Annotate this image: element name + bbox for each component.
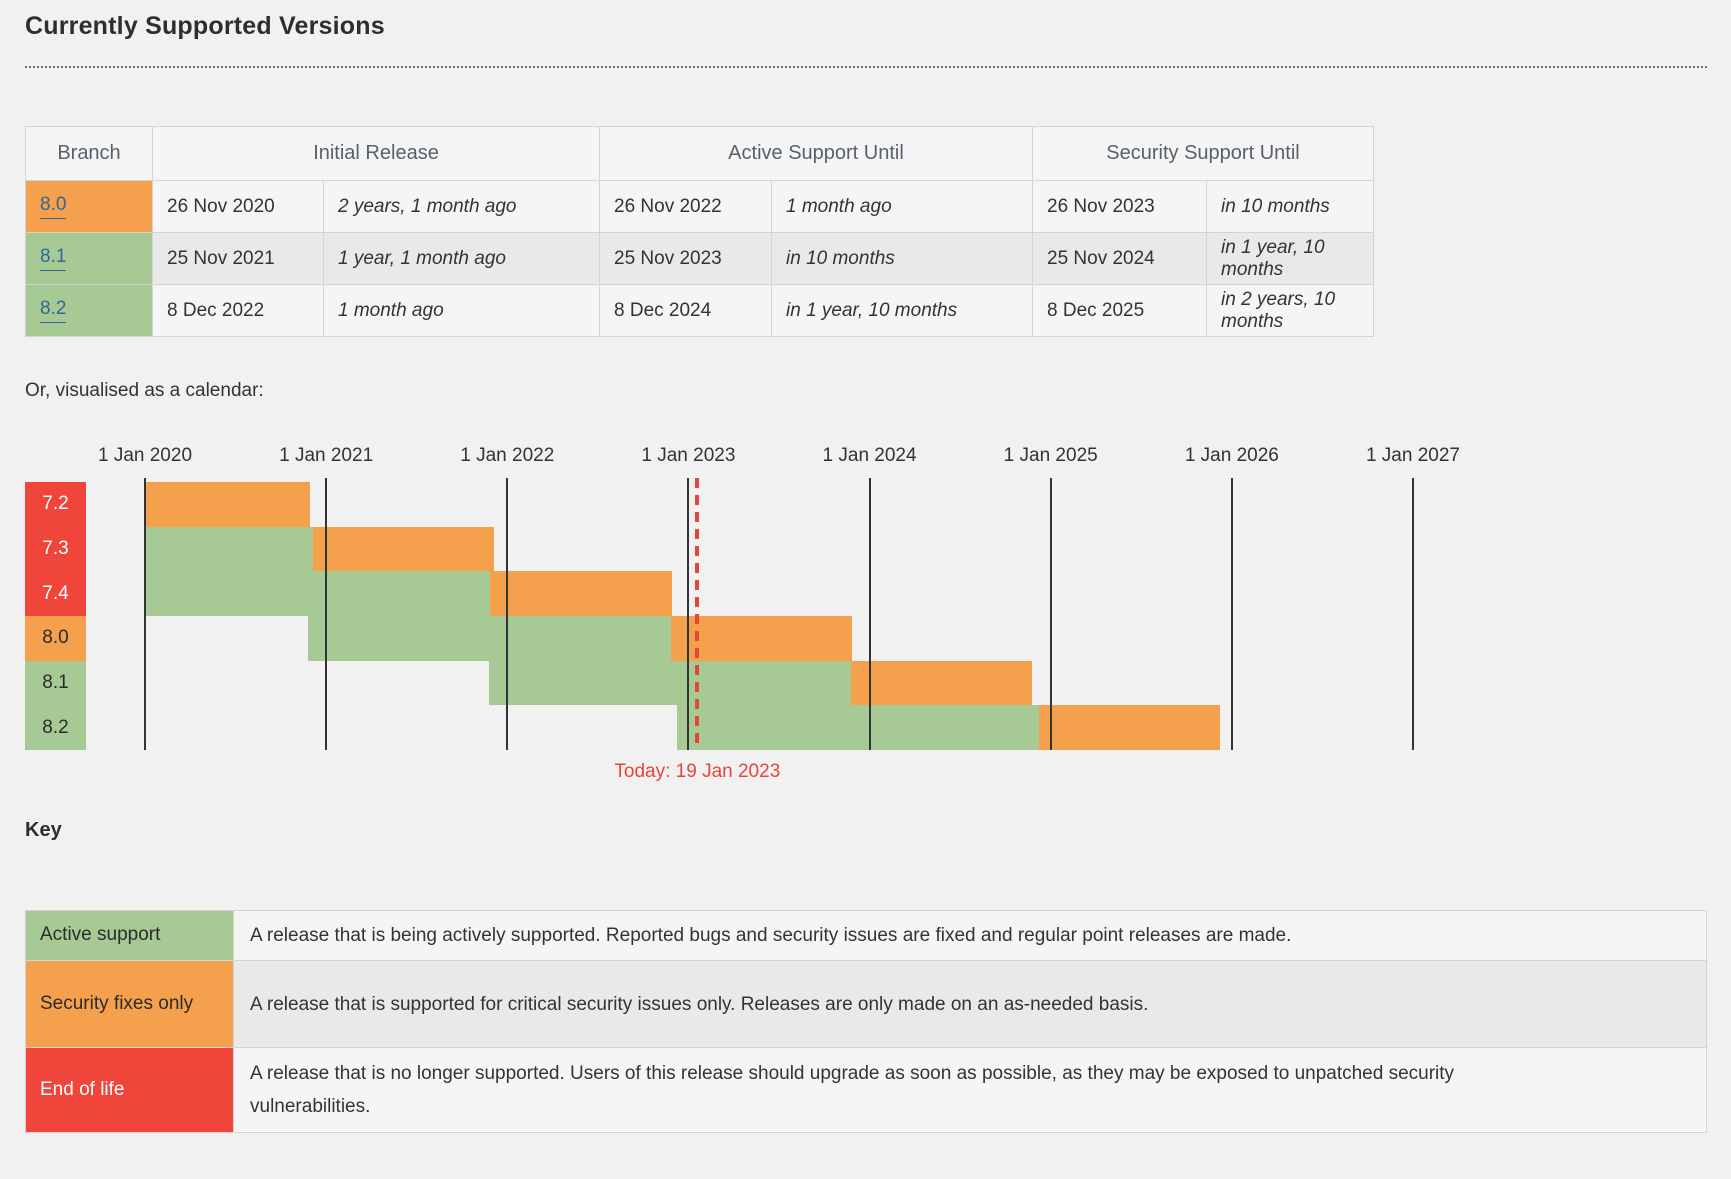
chart-branch-label-7.2: 7.2 <box>25 482 86 527</box>
support-bar-active-8.0 <box>308 616 671 661</box>
initial-rel-cell: 1 month ago <box>323 284 600 337</box>
chart-branch-label-8.2: 8.2 <box>25 705 86 750</box>
key-legend-table: Active support A release that is being ac… <box>25 909 1707 1134</box>
security-date-cell: 26 Nov 2023 <box>1032 180 1207 233</box>
key-heading: Key <box>25 819 62 841</box>
active-date-cell: 8 Dec 2024 <box>599 284 772 337</box>
support-bar-security-7.2 <box>145 482 311 527</box>
support-bar-active-7.3 <box>145 526 314 572</box>
chart-branch-label-7.3: 7.3 <box>25 526 86 572</box>
support-bar-active-7.4 <box>145 571 491 616</box>
key-description-active: A release that is being actively support… <box>233 909 1707 962</box>
security-rel-cell: in 1 year, 10 months <box>1206 232 1374 285</box>
year-gridline-2024 <box>868 478 871 750</box>
today-label: Today: 19 Jan 2023 <box>614 761 781 782</box>
support-bar-active-8.2 <box>676 705 1039 750</box>
dotted-divider <box>25 66 1707 68</box>
branch-link-8.1[interactable]: 8.1 <box>40 246 67 271</box>
axis-tick-label: 1 Jan 2021 <box>279 445 374 466</box>
initial-date-cell: 25 Nov 2021 <box>152 232 324 285</box>
branch-link-8.0[interactable]: 8.0 <box>40 194 67 219</box>
axis-tick-label: 1 Jan 2025 <box>1003 445 1098 466</box>
calendar-intro-text: Or, visualised as a calendar: <box>25 380 264 401</box>
support-bar-security-8.0 <box>670 616 852 661</box>
initial-date-cell: 26 Nov 2020 <box>152 180 324 233</box>
year-gridline-2027 <box>1411 478 1414 750</box>
key-label-eol: End of life <box>25 1047 234 1134</box>
axis-tick-label: 1 Jan 2020 <box>97 445 193 466</box>
year-gridline-2026 <box>1230 478 1233 750</box>
chart-branch-label-8.1: 8.1 <box>25 660 86 706</box>
security-rel-cell: in 2 years, 10 months <box>1206 284 1374 337</box>
branch-cell-8.1: 8.1 <box>25 232 153 285</box>
version-row-8.0: 8.0 26 Nov 2020 2 years, 1 month ago 26 Nov… <box>25 180 1374 233</box>
supported-versions-table: Branch Initial Release Active Support Un… <box>25 126 1374 337</box>
table-header-row: Branch Initial Release Active Support Un… <box>25 126 1374 181</box>
col-header-active-support: Active Support Until <box>599 126 1033 181</box>
today-line <box>695 478 700 750</box>
active-date-cell: 25 Nov 2023 <box>599 232 772 285</box>
security-rel-cell: in 10 months <box>1206 180 1374 233</box>
version-row-8.2: 8.2 8 Dec 2022 1 month ago 8 Dec 2024 in 1 y… <box>25 284 1374 337</box>
year-gridline-2025 <box>1049 478 1052 750</box>
year-gridline-2022 <box>506 478 509 750</box>
key-row-security: Security fixes only A release that is sup… <box>25 960 1707 1049</box>
support-bar-security-7.3 <box>313 526 495 572</box>
branch-link-8.2[interactable]: 8.2 <box>40 298 67 323</box>
active-rel-cell: in 1 year, 10 months <box>771 284 1033 337</box>
support-bar-security-8.2 <box>1038 705 1220 750</box>
initial-date-cell: 8 Dec 2022 <box>152 284 324 337</box>
col-header-branch: Branch <box>25 126 153 181</box>
initial-rel-cell: 1 year, 1 month ago <box>323 232 600 285</box>
chart-branch-label-7.4: 7.4 <box>25 571 86 616</box>
security-date-cell: 8 Dec 2025 <box>1032 284 1207 337</box>
key-label-security: Security fixes only <box>25 960 234 1049</box>
support-bar-active-8.1 <box>488 660 852 706</box>
year-gridline-2021 <box>325 478 328 750</box>
version-row-8.1: 8.1 25 Nov 2021 1 year, 1 month ago 25 Nov … <box>25 232 1374 285</box>
year-gridline-2023 <box>687 478 690 750</box>
support-bar-security-8.1 <box>851 660 1033 706</box>
initial-rel-cell: 2 years, 1 month ago <box>323 180 600 233</box>
axis-tick-label: 1 Jan 2027 <box>1365 445 1460 466</box>
axis-tick-label: 1 Jan 2023 <box>641 445 736 466</box>
support-bar-security-7.4 <box>490 571 672 616</box>
key-row-eol: End of life A release that is no longer s… <box>25 1047 1707 1134</box>
col-header-initial-release: Initial Release <box>152 126 600 181</box>
active-rel-cell: 1 month ago <box>771 180 1033 233</box>
axis-tick-label: 1 Jan 2024 <box>822 445 917 466</box>
branch-cell-8.0: 8.0 <box>25 180 153 233</box>
chart-branch-label-8.0: 8.0 <box>25 616 86 661</box>
key-row-active: Active support A release that is being ac… <box>25 909 1707 962</box>
key-description-security: A release that is supported for critical… <box>233 960 1707 1049</box>
active-date-cell: 26 Nov 2022 <box>599 180 772 233</box>
active-rel-cell: in 10 months <box>771 232 1033 285</box>
axis-tick-label: 1 Jan 2026 <box>1184 445 1279 466</box>
col-header-security-support: Security Support Until <box>1032 126 1374 181</box>
key-description-eol: A release that is no longer supported. U… <box>233 1047 1707 1134</box>
security-date-cell: 25 Nov 2024 <box>1032 232 1207 285</box>
key-label-active: Active support <box>25 909 234 962</box>
year-gridline-2020 <box>144 478 146 750</box>
axis-tick-label: 1 Jan 2022 <box>460 445 555 466</box>
page-title: Currently Supported Versions <box>25 12 385 40</box>
branch-cell-8.2: 8.2 <box>25 284 153 337</box>
